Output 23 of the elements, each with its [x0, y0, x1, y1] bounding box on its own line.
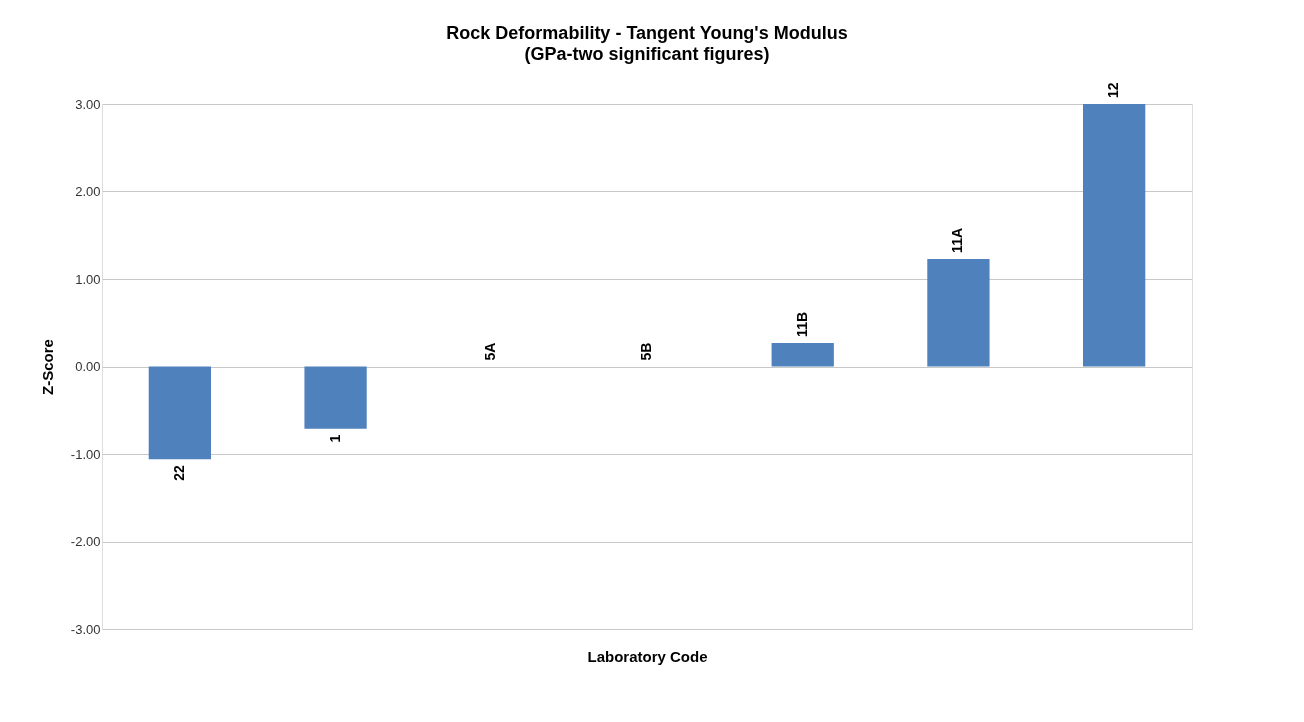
y-tick-label: -2.00 [70, 534, 101, 549]
bar [1083, 104, 1146, 367]
x-tick-label: 5A [482, 342, 499, 361]
chart-title: Rock Deformability - Tangent Young's Modulus [446, 23, 848, 44]
x-tick-label: 5B [638, 342, 654, 361]
x-tick-label: 1 [326, 434, 343, 443]
bar [148, 366, 211, 460]
bar [304, 366, 367, 429]
bar [771, 342, 834, 367]
x-tick-label: 11A [949, 227, 966, 253]
y-tick-label: 3.00 [75, 96, 101, 112]
y-tick-label: -3.00 [70, 621, 101, 637]
x-tick-label: 22 [170, 465, 187, 481]
chart-subtitle: (GPa-two significant figures) [524, 44, 770, 65]
bar [927, 258, 990, 367]
y-axis-title: Z-Score [38, 339, 56, 395]
y-tick-label: -1.00 [70, 446, 101, 462]
x-tick-label: 11B [793, 311, 810, 337]
y-tick-label: 1.00 [75, 271, 101, 287]
y-tick-label: 2.00 [75, 184, 101, 199]
x-tick-label: 12 [1105, 82, 1122, 98]
y-tick-label: 0.00 [75, 359, 101, 374]
x-axis-title: Laboratory Code [587, 647, 708, 665]
